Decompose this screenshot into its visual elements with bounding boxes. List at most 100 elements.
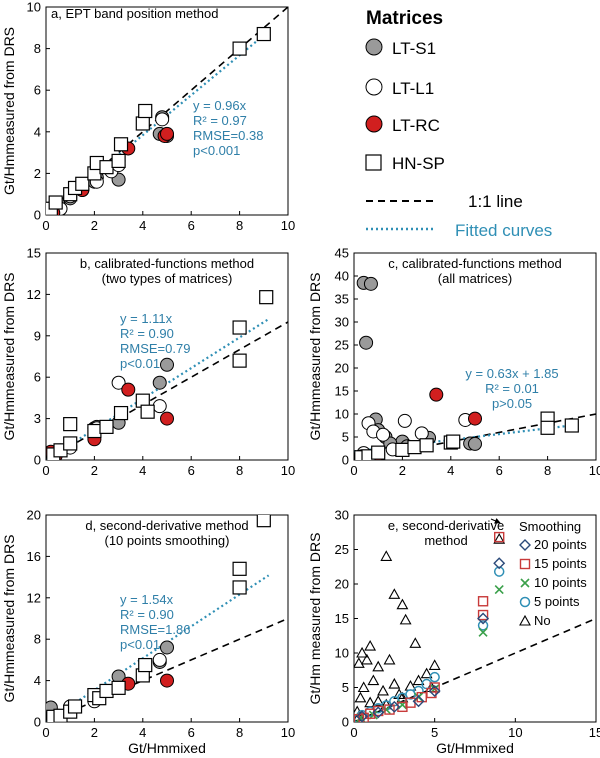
smoothing-legend: Smoothing 20 points 15 points 10 points 5 po… [490, 518, 587, 628]
x-tick-label-a: 4 [139, 218, 146, 233]
y-axis-label-d: Gt/Hmmeasured from DRS [1, 534, 17, 702]
e-point-no [412, 674, 425, 686]
e-point-no [428, 659, 441, 670]
e-point-no [388, 677, 401, 689]
legend-symbol-lt-s1 [365, 38, 383, 56]
d-point-hn [232, 561, 247, 576]
plot-area-a [46, 7, 288, 215]
d-point-hn [67, 699, 83, 714]
e-point-no [377, 684, 389, 696]
plot-frame-d [45, 514, 289, 723]
b-point-hn [113, 405, 129, 421]
e-point-no [364, 639, 377, 651]
e-point-p5 [493, 566, 505, 577]
y-tick-label-c: 20 [335, 361, 349, 376]
b-point-hn [63, 417, 78, 432]
c-point-hn [371, 445, 386, 460]
panel-a: 0 2 4 6 8 10 0 2 4 6 8 10 Gt/Hmmeasured from DRS a, E… [1, 0, 295, 233]
x-tick-label-d: 2 [91, 725, 98, 740]
a-point-l1 [155, 112, 170, 127]
legend-label-lt-l1: LT-L1 [392, 79, 434, 98]
b-point-l1 [111, 375, 126, 390]
panel-d: 0 2 4 6 8 10 0 4 8 12 16 20 Gt/Hmmeasured from DRS Gt… [1, 508, 295, 757]
y-tick-label-c: 45 [335, 246, 349, 261]
b-point-hn [140, 404, 155, 419]
d-point-hn [138, 657, 153, 673]
x-tick-label-d: 0 [42, 725, 49, 740]
x-tick-label-d: 4 [139, 725, 146, 740]
a-point-hn [232, 41, 247, 56]
e-point-no [396, 598, 409, 610]
d-point-l1 [152, 652, 167, 667]
e-point-p10 [494, 584, 504, 595]
b-point-hn [99, 419, 114, 434]
panel-subtitle-e: method [424, 533, 467, 548]
d-point-hn [99, 683, 114, 699]
smoothing-legend-label-p5: 5 points [534, 594, 580, 609]
x-tick-label-b: 2 [91, 463, 98, 478]
annotation-arrow [490, 518, 501, 524]
y-tick-label-e: 0 [342, 715, 349, 730]
legend-label-fitted-curves: Fitted curves [455, 221, 552, 240]
x-tick-label-b: 0 [42, 463, 49, 478]
y-tick-label-b: 0 [34, 453, 41, 468]
a-point-hn [75, 176, 90, 191]
stats-text-c: p>0.05 [492, 396, 532, 411]
stats-text-d: RMSE=1.86 [120, 622, 190, 637]
e-point-p20 [493, 557, 506, 570]
smoothing-legend-label-p15: 15 points [534, 556, 587, 571]
y-tick-label-c: 30 [335, 315, 349, 330]
e-point-p5 [477, 620, 489, 631]
x-tick-label-c: 4 [447, 463, 454, 478]
y-tick-label-d: 8 [34, 632, 41, 647]
x-tick-label-b: 8 [236, 463, 243, 478]
legend-point-p15 [519, 558, 531, 570]
x-tick-label-e: 5 [431, 725, 438, 740]
stats-text-b: y = 1.11x [120, 311, 173, 326]
y-tick-label-a: 8 [34, 41, 41, 56]
e-point-p15 [384, 704, 395, 715]
matrices-legend: Matrices LT-S1 LT-L1 LT-RC HN-SP 1:1 lin… [365, 8, 552, 240]
x-tick-label-a: 6 [188, 218, 195, 233]
stats-text-a: p<0.001 [193, 143, 240, 158]
e-point-no [420, 667, 433, 679]
c-point-s1 [363, 276, 378, 291]
stats-text-b: RMSE=0.79 [120, 341, 190, 356]
legend-point-p20 [519, 539, 531, 551]
legend-symbol-lt-rc [365, 115, 383, 133]
b-point-rc [121, 382, 136, 397]
x-tick-label-a: 10 [281, 218, 295, 233]
y-tick-label-e: 30 [335, 508, 349, 523]
plot-area-c [354, 275, 596, 460]
legend-point-p5 [519, 596, 531, 608]
one-to-one-line-e [354, 617, 596, 722]
x-tick-label-e: 15 [589, 725, 600, 740]
e-point-p5 [429, 671, 440, 683]
e-point-no [354, 657, 365, 668]
b-point-rc [160, 411, 174, 426]
c-point-l1 [414, 426, 429, 441]
e-point-p10 [478, 627, 488, 637]
c-point-s1 [468, 436, 482, 451]
legend-label-hn-sp: HN-SP [392, 154, 445, 173]
plot-frame-c [353, 252, 597, 461]
x-tick-label-d: 6 [188, 725, 195, 740]
e-point-p20 [428, 684, 441, 697]
plot-area-d [46, 515, 288, 722]
y-tick-label-c: 25 [335, 338, 349, 353]
plot-frame-b [45, 252, 289, 461]
x-tick-label-a: 8 [236, 218, 243, 233]
y-tick-label-e: 20 [335, 577, 349, 592]
c-point-hn [407, 440, 422, 455]
panel-title-a: a, EPT band position method [51, 6, 218, 21]
panel-subtitle-d: (10 points smoothing) [104, 533, 229, 548]
y-tick-label-c: 35 [335, 292, 349, 307]
x-tick-label-b: 4 [139, 463, 146, 478]
x-tick-label-d: 10 [281, 725, 295, 740]
e-point-no [372, 660, 385, 672]
x-tick-label-e: 10 [508, 725, 522, 740]
c-point-hn [540, 420, 555, 435]
y-tick-label-c: 0 [342, 453, 349, 468]
e-point-no [399, 613, 412, 625]
panel-title-c: c, calibrated-functions method [388, 256, 561, 271]
